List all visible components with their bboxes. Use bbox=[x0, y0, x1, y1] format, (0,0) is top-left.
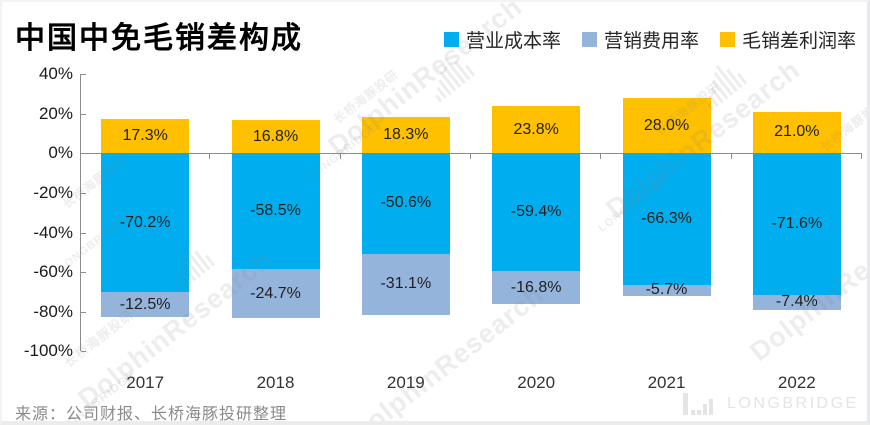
bar-segment: 17.3% bbox=[101, 118, 190, 154]
bar-value-label: -50.6% bbox=[380, 194, 432, 212]
bar-value-label: -24.7% bbox=[250, 284, 301, 302]
y-axis-label: -100% bbox=[23, 341, 73, 361]
y-axis-label: 40% bbox=[38, 64, 73, 83]
y-axis-tick bbox=[81, 272, 86, 274]
bar-value-label: 17.3% bbox=[122, 127, 168, 145]
y-axis-tick bbox=[81, 74, 86, 75]
bar-value-label: 28.0% bbox=[643, 116, 690, 134]
bar-value-label: 16.8% bbox=[252, 127, 299, 145]
bar-segment: -7.4% bbox=[752, 293, 841, 311]
x-axis-tick bbox=[600, 153, 602, 160]
x-axis-label: 2018 bbox=[256, 373, 295, 392]
legend-swatch bbox=[581, 32, 597, 47]
y-axis-line bbox=[80, 74, 81, 352]
bar-value-label: -58.5% bbox=[250, 202, 301, 220]
bar-segment: -12.5% bbox=[101, 292, 190, 318]
bar-segment: -24.7% bbox=[231, 269, 320, 319]
bar-segment: -66.3% bbox=[622, 153, 711, 285]
bar-value-label: -71.6% bbox=[771, 215, 823, 233]
y-axis-tick bbox=[81, 311, 86, 313]
y-axis-tick bbox=[81, 113, 86, 115]
x-axis-tick bbox=[730, 153, 732, 160]
x-axis-label: 2019 bbox=[386, 373, 425, 392]
longbridge-logo-icon bbox=[683, 393, 713, 415]
bar-value-label: -16.8% bbox=[510, 278, 562, 296]
legend-swatch bbox=[719, 32, 735, 47]
bar-segment: -70.2% bbox=[101, 153, 190, 293]
legend: 营业成本率 营销费用率 毛销差利润率 bbox=[443, 26, 856, 53]
bar-value-label: -5.7% bbox=[645, 281, 688, 299]
bar-value-label: -31.1% bbox=[380, 275, 432, 293]
x-axis-label: 2021 bbox=[647, 373, 686, 392]
legend-item: 营销费用率 bbox=[581, 26, 699, 53]
x-axis-label: 2017 bbox=[126, 373, 165, 392]
legend-label: 营销费用率 bbox=[603, 31, 699, 52]
bar-segment: -71.6% bbox=[752, 153, 841, 296]
legend-item: 毛销差利润率 bbox=[719, 26, 856, 53]
zero-line bbox=[80, 153, 862, 155]
bar-value-label: -66.3% bbox=[641, 209, 692, 227]
longbridge-logo: LONGBRIDGE bbox=[683, 391, 859, 417]
bar-value-label: 21.0% bbox=[774, 123, 820, 141]
legend-swatch bbox=[443, 32, 459, 47]
y-axis-label: -80% bbox=[33, 301, 73, 321]
bar-segment: -58.5% bbox=[231, 153, 320, 270]
y-axis-label: 0% bbox=[48, 143, 73, 163]
bar-segment: 16.8% bbox=[231, 119, 320, 154]
bar-segment: 21.0% bbox=[752, 111, 841, 154]
longbridge-logo-text: LONGBRIDGE bbox=[727, 395, 859, 412]
y-axis-tick bbox=[81, 351, 86, 353]
x-axis-tick bbox=[209, 153, 211, 160]
y-axis-label: 20% bbox=[38, 103, 73, 123]
chart-title: 中国中免毛销差构成 bbox=[15, 22, 303, 55]
y-axis-tick bbox=[81, 192, 86, 194]
x-axis-tick bbox=[470, 153, 471, 160]
y-axis-label: -20% bbox=[33, 182, 73, 202]
bar-segment: -5.7% bbox=[622, 281, 711, 298]
y-axis-label: -40% bbox=[33, 222, 73, 242]
x-axis-label: 2022 bbox=[777, 373, 816, 392]
bar-segment: -59.4% bbox=[492, 153, 581, 271]
bar-segment: 23.8% bbox=[492, 106, 581, 154]
bar-value-label: -59.4% bbox=[510, 203, 562, 221]
y-axis-tick bbox=[81, 232, 86, 234]
x-axis-label: 2020 bbox=[517, 373, 556, 392]
y-axis-label: -60% bbox=[33, 262, 73, 282]
bar-segment: 18.3% bbox=[361, 116, 450, 154]
bar-value-label: -70.2% bbox=[119, 213, 171, 231]
bar-segment: -50.6% bbox=[361, 153, 450, 254]
legend-item: 营业成本率 bbox=[443, 26, 561, 53]
x-axis-tick bbox=[861, 153, 862, 160]
bar-segment: 28.0% bbox=[622, 97, 711, 154]
bar-segment: -16.8% bbox=[492, 270, 581, 305]
bar-value-label: 23.8% bbox=[513, 120, 559, 138]
legend-label: 毛销差利润率 bbox=[741, 31, 856, 52]
bar-segment: -31.1% bbox=[361, 253, 450, 316]
bar-value-label: -12.5% bbox=[119, 295, 171, 313]
source-note: 来源：公司财报、长桥海豚投研整理 bbox=[15, 406, 288, 423]
legend-label: 营业成本率 bbox=[465, 31, 561, 52]
bar-value-label: 18.3% bbox=[383, 126, 429, 144]
x-axis-tick bbox=[339, 153, 341, 160]
bar-value-label: -7.4% bbox=[775, 293, 818, 311]
